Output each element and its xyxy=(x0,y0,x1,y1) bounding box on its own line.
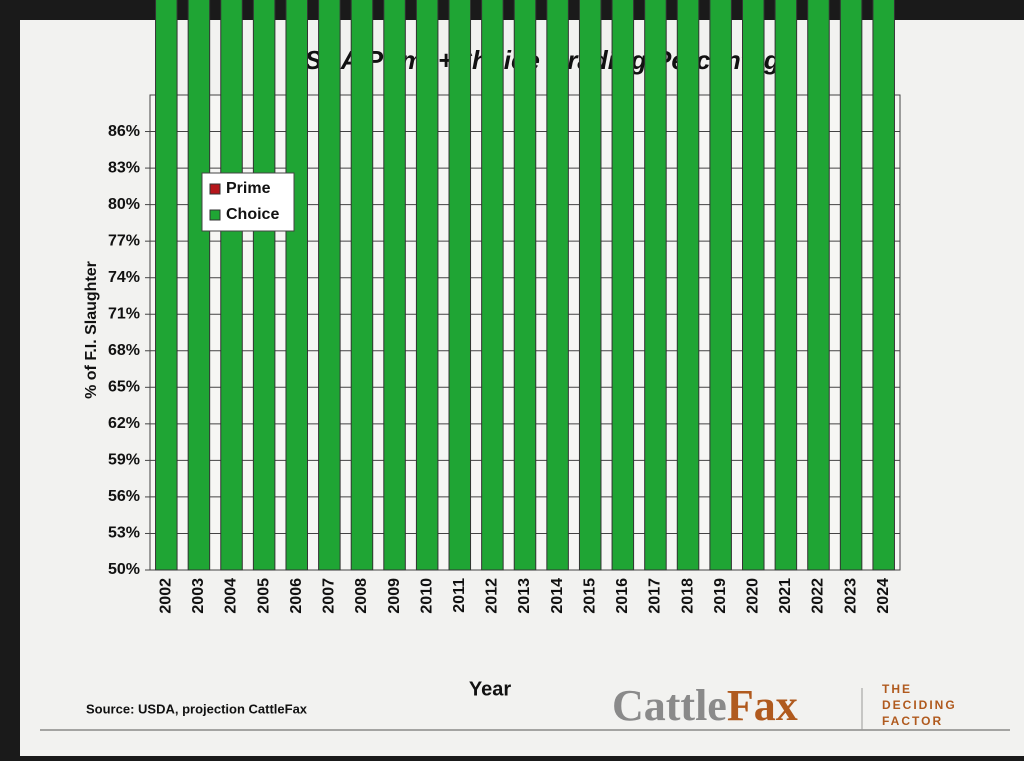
bar-segment xyxy=(872,0,895,571)
x-tick-label: 2013 xyxy=(516,578,533,614)
bar-segment xyxy=(481,0,504,571)
y-tick-label: 86% xyxy=(108,123,140,140)
legend-label: Prime xyxy=(226,180,271,197)
y-tick-label: 68% xyxy=(108,342,140,359)
y-tick-label: 83% xyxy=(108,159,140,176)
y-tick-label: 80% xyxy=(108,196,140,213)
y-axis-label: % of F.I. Slaughter xyxy=(83,261,100,399)
x-tick-label: 2003 xyxy=(190,578,207,614)
bar-segment xyxy=(742,0,765,571)
legend-label: Choice xyxy=(226,206,279,223)
bar-segment xyxy=(546,0,569,571)
bar-segment xyxy=(220,0,243,571)
x-tick-label: 2011 xyxy=(451,578,468,613)
x-tick-label: 2020 xyxy=(744,578,761,614)
legend-box xyxy=(201,172,295,232)
bar-segment xyxy=(350,0,374,571)
y-tick-label: 71% xyxy=(108,305,140,322)
x-tick-label: 2015 xyxy=(581,578,598,614)
bar-segment xyxy=(285,0,309,571)
bar-segment xyxy=(709,0,732,571)
x-tick-label: 2002 xyxy=(158,578,175,614)
legend-swatch xyxy=(209,183,221,195)
x-tick-label: 2004 xyxy=(223,578,240,614)
legend-swatch xyxy=(209,209,221,221)
y-tick-label: 53% xyxy=(108,525,140,542)
bar-segment xyxy=(415,0,439,571)
y-tick-label: 62% xyxy=(108,415,140,432)
bar-segment xyxy=(383,0,406,571)
bar-segment xyxy=(448,0,472,571)
y-tick-label: 77% xyxy=(108,232,140,249)
x-tick-label: 2009 xyxy=(386,578,403,614)
bar-segment xyxy=(774,0,798,571)
bar-segment xyxy=(187,0,211,571)
bar-segment xyxy=(513,0,537,571)
tagline: FACTOR xyxy=(882,714,943,728)
bar-segment xyxy=(155,0,178,571)
x-axis-label: Year xyxy=(469,678,511,700)
bar-segment xyxy=(318,0,341,571)
x-tick-label: 2005 xyxy=(255,578,272,614)
x-tick-label: 2007 xyxy=(321,578,338,614)
x-tick-label: 2024 xyxy=(875,578,892,614)
x-tick-label: 2006 xyxy=(288,578,305,614)
bar-segment xyxy=(252,0,276,571)
bar-segment xyxy=(644,0,667,571)
y-tick-label: 65% xyxy=(108,379,140,396)
tagline: DECIDING xyxy=(882,698,957,712)
logo: CattleFax xyxy=(612,681,798,730)
y-tick-label: 50% xyxy=(108,561,140,578)
y-tick-label: 59% xyxy=(108,452,140,469)
bar-segment xyxy=(807,0,830,571)
x-tick-label: 2022 xyxy=(810,578,827,614)
source-note: Source: USDA, projection CattleFax xyxy=(86,701,308,716)
x-tick-label: 2012 xyxy=(484,578,501,614)
x-tick-label: 2018 xyxy=(679,578,696,614)
bar-segment xyxy=(839,0,863,571)
bar-segment xyxy=(676,0,700,571)
x-tick-label: 2010 xyxy=(418,578,435,614)
tagline: THE xyxy=(882,682,912,696)
bar-segment xyxy=(611,0,635,571)
x-tick-label: 2021 xyxy=(777,578,794,614)
logo-part: Fax xyxy=(727,681,798,730)
y-tick-label: 56% xyxy=(108,488,140,505)
x-tick-label: 2023 xyxy=(842,578,859,614)
x-tick-label: 2014 xyxy=(549,578,566,614)
logo-part: Cattle xyxy=(612,681,727,730)
x-tick-label: 2019 xyxy=(712,578,729,614)
y-tick-label: 74% xyxy=(108,269,140,286)
x-tick-label: 2016 xyxy=(614,578,631,614)
x-tick-label: 2008 xyxy=(353,578,370,614)
bar-segment xyxy=(578,0,602,571)
x-tick-label: 2017 xyxy=(647,578,664,614)
